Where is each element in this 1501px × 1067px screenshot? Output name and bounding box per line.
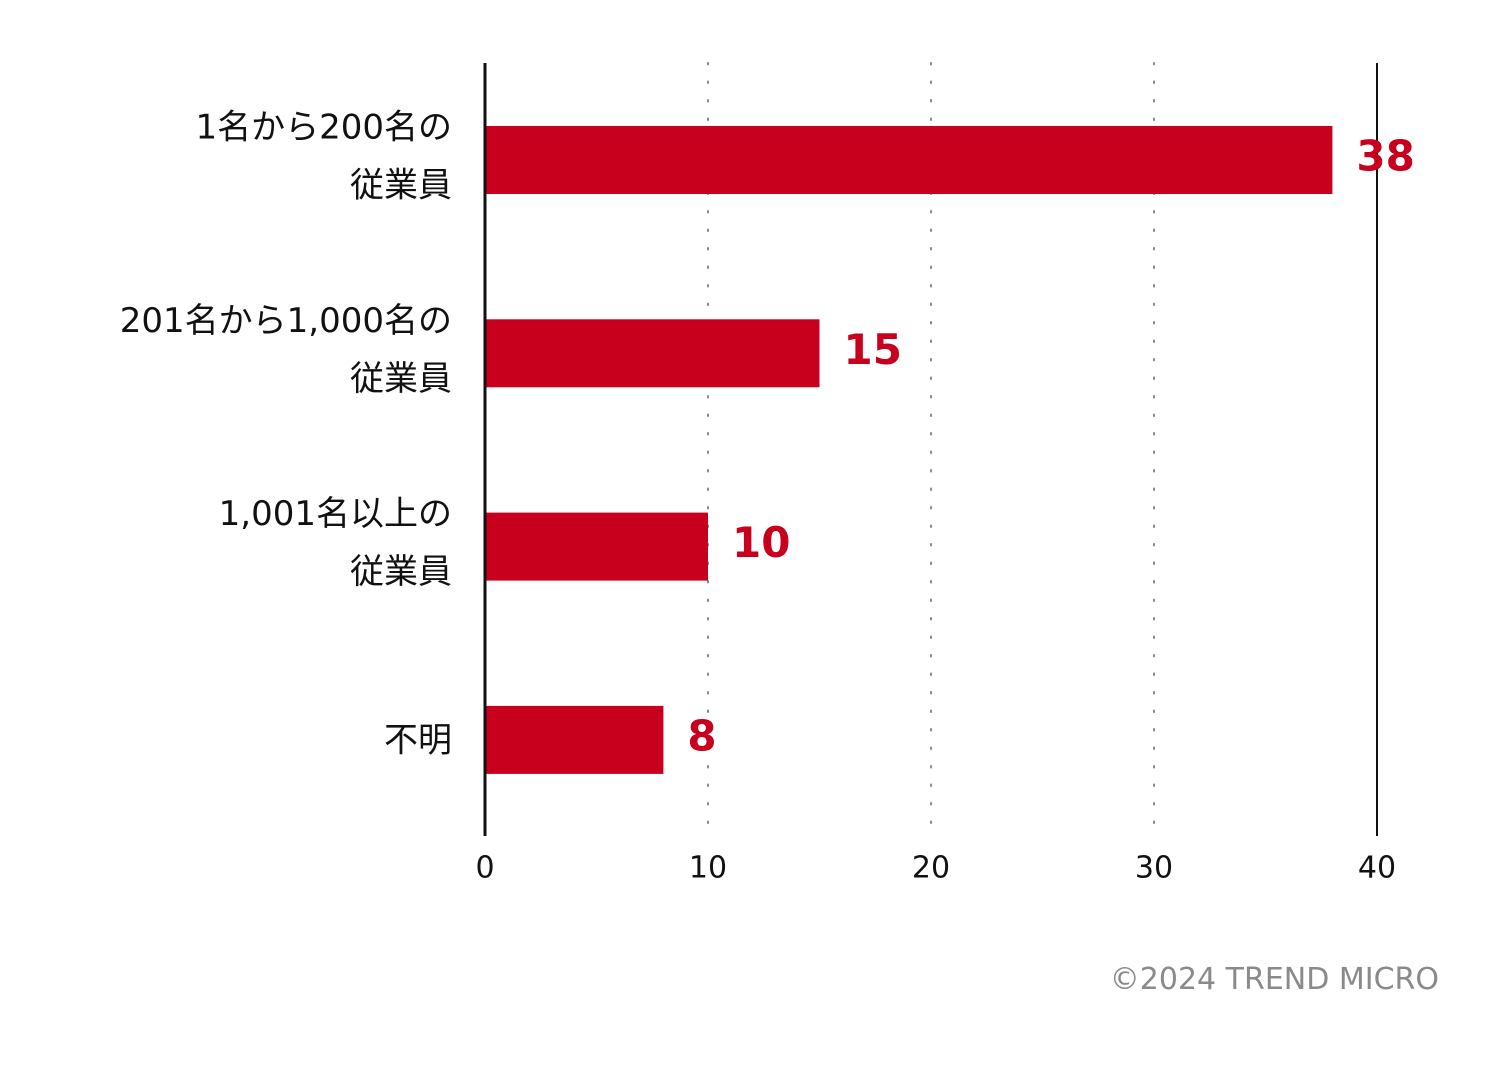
category-label-0-0: 1名から200名の — [195, 108, 452, 148]
category-label-0-1: 従業員 — [350, 166, 452, 206]
x-tick-label-30: 30 — [1135, 851, 1173, 886]
bar-1 — [485, 319, 820, 388]
value-label-3: 8 — [687, 711, 716, 760]
bar-3 — [485, 705, 664, 774]
x-tick-label-20: 20 — [912, 851, 950, 886]
x-tick-label-40: 40 — [1358, 851, 1396, 886]
axes — [483, 63, 1378, 836]
x-tick-label-10: 10 — [689, 851, 727, 886]
category-label-1-1: 従業員 — [350, 359, 452, 399]
labels: 381名から200名の従業員15201名から1,000名の従業員101,001名… — [120, 108, 1415, 886]
bar-2 — [485, 512, 708, 581]
value-label-0: 38 — [1356, 132, 1414, 181]
x-tick-label-0: 0 — [475, 851, 494, 886]
copyright-notice: ©2024 TREND MICRO — [1109, 962, 1439, 997]
category-label-3-0: 不明 — [384, 720, 452, 760]
bar-0 — [485, 126, 1333, 194]
value-label-1: 15 — [844, 325, 902, 374]
category-label-1-0: 201名から1,000名の — [120, 301, 452, 341]
value-label-2: 10 — [732, 518, 790, 567]
category-label-2-1: 従業員 — [350, 552, 452, 592]
category-label-2-0: 1,001名以上の — [219, 494, 452, 534]
bars — [485, 126, 1333, 774]
